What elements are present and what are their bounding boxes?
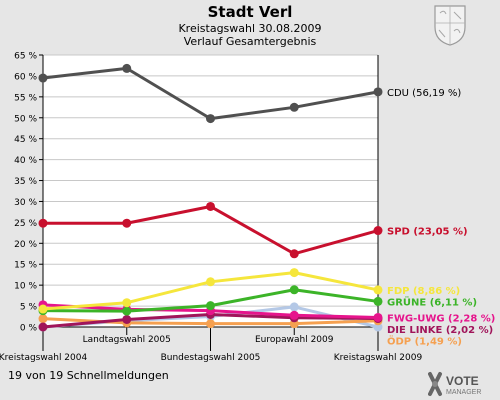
vote-manager-logo: VOTE MANAGER — [428, 372, 481, 396]
x-tick-label: Kreistagswahl 2004 — [0, 353, 87, 363]
data-point — [38, 73, 48, 83]
series-end-label: GRÜNE (6,11 %) — [387, 294, 477, 308]
data-point — [122, 314, 132, 324]
logo-manager-text: MANAGER — [446, 389, 481, 396]
x-tick-label: Europawahl 2009 — [255, 335, 334, 345]
coat-of-arms-icon — [434, 5, 466, 46]
data-point — [38, 304, 48, 314]
data-point — [206, 319, 215, 329]
data-point — [206, 114, 215, 124]
data-point — [289, 268, 299, 278]
data-point — [38, 322, 48, 332]
data-point — [289, 285, 299, 295]
data-point — [289, 249, 299, 259]
x-tick-label: Bundestagswahl 2005 — [161, 353, 261, 363]
x-tick-label: Landtagswahl 2005 — [83, 335, 171, 345]
series-end-label: CDU (56,19 %) — [387, 88, 461, 99]
data-point — [289, 302, 299, 312]
y-tick-label: 30 % — [14, 198, 37, 208]
data-point — [122, 63, 132, 73]
y-tick-label: 35 % — [14, 177, 37, 187]
data-point — [373, 285, 383, 295]
y-tick-label: 45 % — [14, 135, 37, 145]
series-end-label: FWG-UWG (2,28 %) — [387, 313, 495, 324]
y-tick-label: 15 % — [14, 261, 37, 271]
data-point — [38, 314, 48, 324]
series-end-label: ÖDP (1,49 %) — [387, 333, 462, 347]
chart-subtitle: Kreistagswahl 30.08.2009 — [178, 22, 322, 35]
data-point — [289, 102, 299, 112]
series-end-label: FDP (8,86 %) — [387, 286, 460, 297]
data-point — [373, 226, 383, 236]
y-tick-label: 0 % — [20, 324, 38, 334]
data-point — [373, 296, 383, 306]
logo-vote-text: VOTE — [446, 374, 479, 388]
chart-title: Stadt Verl — [207, 3, 293, 21]
y-tick-label: 25 % — [14, 219, 37, 229]
data-point — [373, 87, 383, 97]
data-point — [289, 310, 299, 320]
y-tick-label: 20 % — [14, 240, 37, 250]
y-tick-label: 5 % — [20, 303, 38, 313]
data-point — [122, 306, 132, 316]
chart-subtitle-2: Verlauf Gesamtergebnis — [183, 35, 317, 48]
y-tick-label: 50 % — [14, 114, 37, 124]
y-tick-label: 40 % — [14, 156, 37, 166]
data-point — [206, 277, 215, 287]
y-tick-label: 65 % — [14, 52, 37, 62]
series-end-label: SPD (23,05 %) — [387, 227, 468, 238]
report-status: 19 von 19 Schnellmeldungen — [8, 369, 169, 382]
x-tick-label: Kreistagswahl 2009 — [334, 353, 423, 363]
data-point — [206, 201, 215, 211]
data-point — [122, 218, 132, 228]
series-end-label: DIE LINKE (2,02 %) — [387, 325, 493, 336]
data-point — [122, 298, 132, 308]
y-tick-label: 10 % — [14, 282, 37, 292]
data-point — [373, 312, 383, 322]
data-point — [373, 322, 383, 332]
y-tick-label: 55 % — [14, 93, 37, 103]
data-point — [206, 301, 215, 311]
y-tick-label: 60 % — [14, 72, 37, 82]
data-point — [38, 218, 48, 228]
